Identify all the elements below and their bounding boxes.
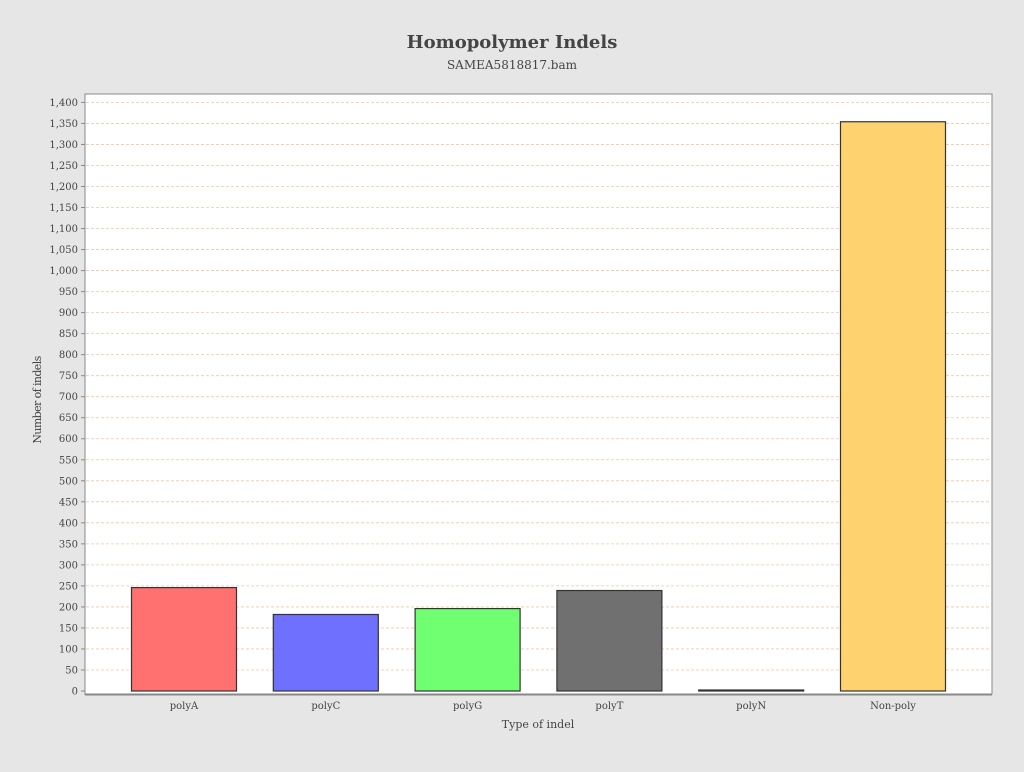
y-tick-label: 650	[59, 413, 78, 424]
y-tick-label: 1,200	[49, 182, 78, 193]
y-axis-label: Number of indels	[31, 355, 44, 443]
bar-polyn	[698, 689, 805, 692]
y-tick-label: 1,300	[49, 140, 78, 151]
x-axis-ticks: polyA polyC polyG polyT polyN Non-poly	[170, 701, 917, 712]
y-tick-label: 300	[59, 560, 78, 571]
y-axis-ticks: 0 50 100 150 200 250 300 350 400 450 500 550 600 650 7…	[49, 98, 85, 698]
y-tick-label: 400	[59, 518, 78, 529]
y-tick-label: 50	[65, 665, 78, 676]
y-tick-label: 700	[59, 392, 78, 403]
bar-polya	[130, 586, 238, 692]
bar-polyg	[414, 607, 521, 692]
y-tick-label: 1,150	[49, 203, 78, 214]
x-tick-label: polyG	[453, 701, 482, 712]
y-tick-label: 250	[59, 581, 78, 592]
bars	[130, 121, 947, 692]
y-tick-label: 200	[59, 602, 78, 613]
bar-non-poly	[839, 121, 947, 692]
y-tick-label: 950	[59, 287, 78, 298]
chart-subtitle: SAMEA5818817.bam	[447, 58, 578, 72]
y-tick-label: 100	[59, 644, 78, 655]
y-tick-label: 1,400	[49, 98, 78, 109]
x-tick-label: polyT	[595, 701, 623, 712]
bar-polyc	[272, 613, 379, 692]
y-tick-label: 850	[59, 329, 78, 340]
y-tick-label: 1,000	[49, 266, 78, 277]
x-tick-label: polyN	[736, 701, 766, 712]
y-tick-label: 450	[59, 497, 78, 508]
y-tick-label: 350	[59, 539, 78, 550]
y-tick-label: 600	[59, 434, 78, 445]
y-tick-label: 1,100	[49, 224, 78, 235]
y-tick-label: 1,050	[49, 245, 78, 256]
y-tick-label: 500	[59, 476, 78, 487]
y-tick-label: 0	[72, 687, 78, 698]
y-tick-label: 900	[59, 308, 78, 319]
x-axis-label: Type of indel	[502, 718, 575, 731]
x-tick-label: polyA	[170, 701, 199, 712]
chart-title: Homopolymer Indels	[407, 32, 618, 53]
y-tick-label: 800	[59, 350, 78, 361]
x-tick-label: Non-poly	[870, 701, 916, 712]
y-tick-label: 550	[59, 455, 78, 466]
x-tick-label: polyC	[311, 701, 340, 712]
bar-polyt	[556, 589, 663, 692]
y-tick-label: 750	[59, 371, 78, 382]
y-tick-label: 150	[59, 623, 78, 634]
y-tick-label: 1,250	[49, 161, 78, 172]
y-tick-label: 1,350	[49, 119, 78, 130]
